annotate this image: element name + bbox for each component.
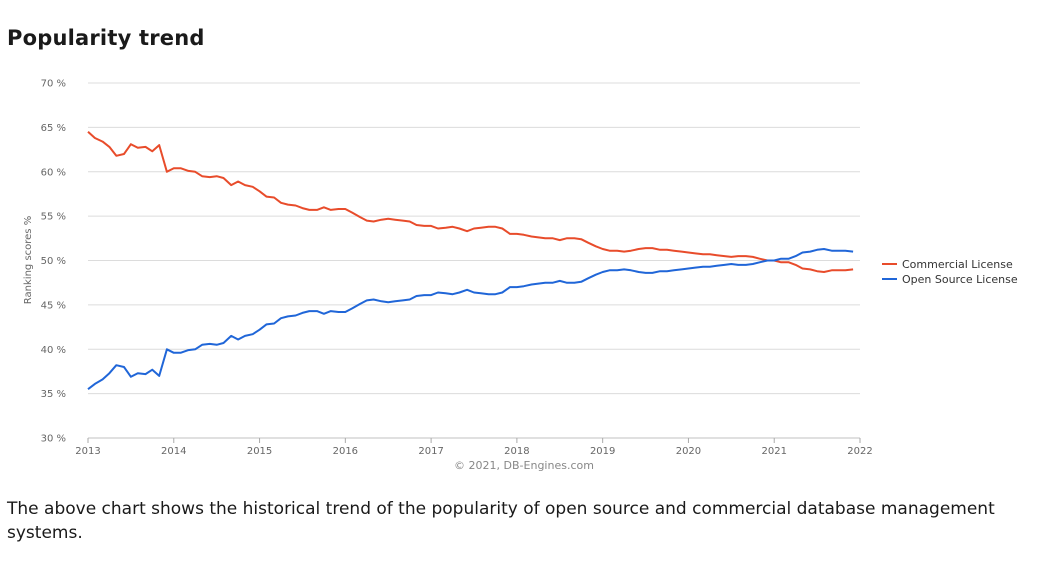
y-tick-label: 45 % [41, 300, 66, 311]
y-tick-label: 40 % [41, 345, 66, 356]
y-tick-label: 30 % [41, 434, 66, 445]
popularity-trend-chart: 30 % 35 % 40 % 45 % 50 % 55 % 60 % 65 % 70 % 201… [23, 79, 1018, 473]
x-tick-label: 2022 [847, 446, 872, 457]
x-tick-label: 2019 [590, 446, 615, 457]
series-lines [87, 131, 854, 390]
series-line-commercial[interactable] [87, 131, 854, 273]
x-tick-label: 2015 [247, 446, 272, 457]
legend-label[interactable]: Commercial License [902, 258, 1013, 271]
chart-credit[interactable]: © 2021, DB-Engines.com [454, 459, 594, 472]
y-axis-ticks: 30 % 35 % 40 % 45 % 50 % 55 % 60 % 65 % 70 % [41, 79, 66, 445]
y-axis-label: Ranking scores % [23, 216, 34, 304]
chart-description: The above chart shows the historical tre… [7, 499, 995, 543]
legend-label[interactable]: Open Source License [902, 273, 1018, 286]
y-tick-label: 65 % [41, 123, 66, 134]
series-line-open-source[interactable] [87, 248, 854, 390]
y-tick-label: 70 % [41, 79, 66, 90]
y-tick-label: 50 % [41, 256, 66, 267]
grid-lines [88, 82, 860, 439]
y-tick-label: 35 % [41, 389, 66, 400]
x-tick-label: 2013 [75, 446, 100, 457]
x-tick-label: 2017 [418, 446, 443, 457]
chart-legend: Commercial License Open Source License [882, 258, 1018, 286]
x-tick-label: 2016 [333, 446, 358, 457]
y-tick-label: 55 % [41, 212, 66, 223]
x-tick-label: 2014 [161, 446, 186, 457]
x-tick-label: 2021 [761, 446, 786, 457]
section-heading: Popularity trend [7, 26, 205, 50]
x-tick-label: 2018 [504, 446, 529, 457]
y-tick-label: 60 % [41, 167, 66, 178]
x-axis: 2013 2014 2015 2016 2017 2018 2019 2020 2021 2022 [75, 438, 873, 457]
x-tick-label: 2020 [676, 446, 701, 457]
